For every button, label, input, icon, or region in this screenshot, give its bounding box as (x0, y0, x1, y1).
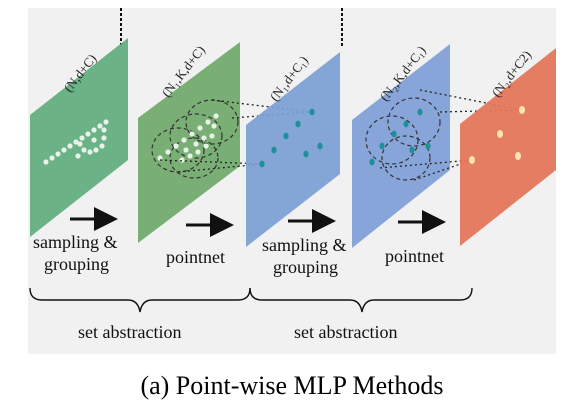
step-label-1a: sampling & (33, 232, 118, 252)
brace-2 (249, 287, 473, 313)
sampled-points-1 (259, 108, 323, 168)
output-points (469, 106, 525, 164)
figure-caption: (a) Point-wise MLP Methods (140, 371, 443, 400)
grouped-points-1 (157, 113, 219, 163)
input-points (43, 119, 109, 165)
grouped-points-2 (369, 108, 431, 166)
group-label-1: set abstraction (78, 322, 181, 342)
panel-grouped-2 (352, 44, 450, 248)
step-label-3a: sampling & (262, 235, 347, 255)
step-label-1b: grouping (44, 254, 109, 274)
panel-input (30, 38, 128, 237)
panel-sampled-1 (246, 52, 340, 247)
step-label-3b: grouping (273, 257, 338, 277)
brace-1 (29, 287, 251, 313)
group-label-2: set abstraction (294, 322, 397, 342)
step-label-4: pointnet (385, 246, 444, 266)
step-label-2: pointnet (166, 247, 225, 267)
grouping-circles-2 (365, 97, 441, 181)
panel-grouped-1 (138, 42, 240, 243)
panel-output (460, 48, 556, 246)
